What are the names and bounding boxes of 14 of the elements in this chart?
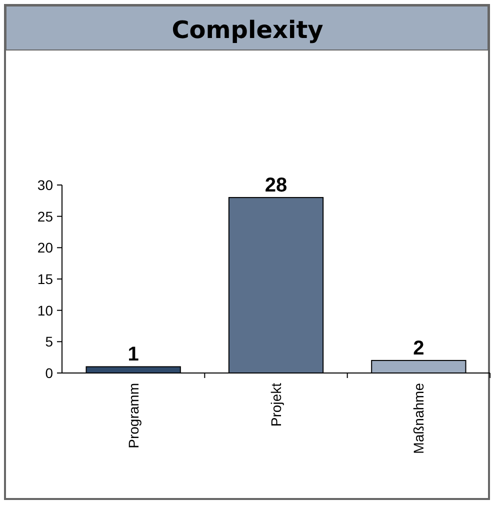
x-tick-label: Projekt bbox=[268, 382, 284, 427]
x-tick-label: Maßnahme bbox=[410, 382, 427, 454]
y-tick-label: 0 bbox=[45, 365, 54, 381]
data-label: 1 bbox=[128, 344, 139, 366]
data-label: 2 bbox=[413, 337, 424, 360]
y-tick-label: 30 bbox=[37, 177, 54, 193]
y-tick-label: 25 bbox=[37, 208, 54, 224]
y-tick-label: 5 bbox=[45, 334, 54, 350]
x-tick-label: Programm bbox=[125, 383, 142, 448]
chart-title: Complexity bbox=[172, 16, 324, 44]
y-tick-label: 20 bbox=[37, 240, 54, 256]
y-tick-label: 10 bbox=[37, 302, 54, 318]
data-label: 28 bbox=[264, 174, 288, 197]
y-tick-label: 15 bbox=[37, 271, 54, 287]
